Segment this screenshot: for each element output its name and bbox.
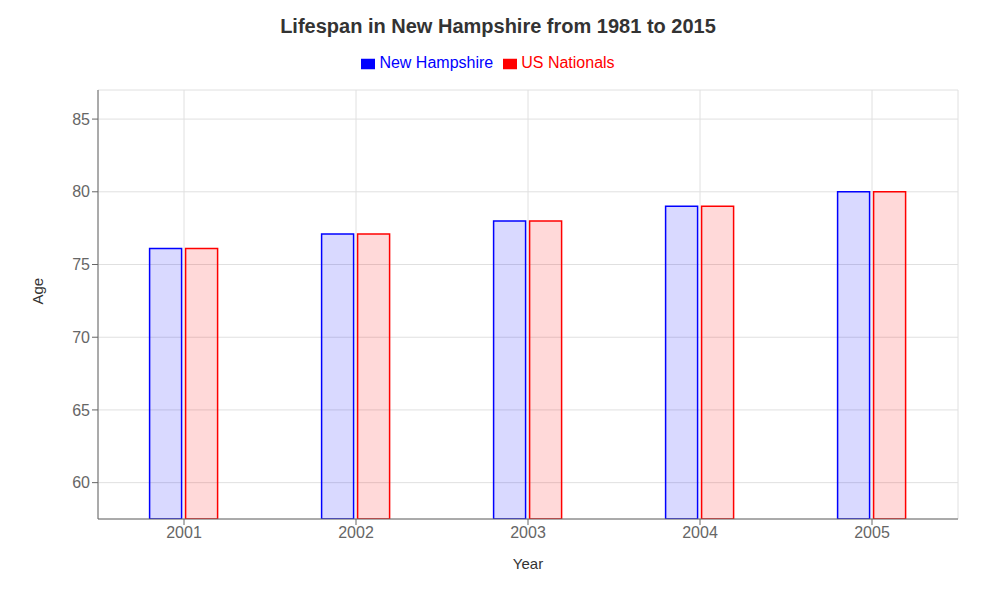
html-text:US Nationals: US Nationals [521,54,615,71]
svg-text:Age: Age [29,278,46,305]
svg-text:80: 80 [72,183,90,200]
svg-text:2004: 2004 [682,524,718,541]
svg-text:70: 70 [72,329,90,346]
svg-text:60: 60 [72,474,90,491]
svg-text:85: 85 [72,111,90,128]
svg-text:65: 65 [72,402,90,419]
html-text:New Hampshire: New Hampshire [379,54,494,71]
svg-text:Year: Year [513,555,543,572]
svg-text:2001: 2001 [166,524,202,541]
svg-text:2005: 2005 [854,524,890,541]
svg-text:75: 75 [72,256,90,273]
svg-text:2002: 2002 [338,524,374,541]
html-text:Lifespan in New Hampshire from: Lifespan in New Hampshire from 1981 to 2… [280,15,716,37]
svg-text:2003: 2003 [510,524,546,541]
